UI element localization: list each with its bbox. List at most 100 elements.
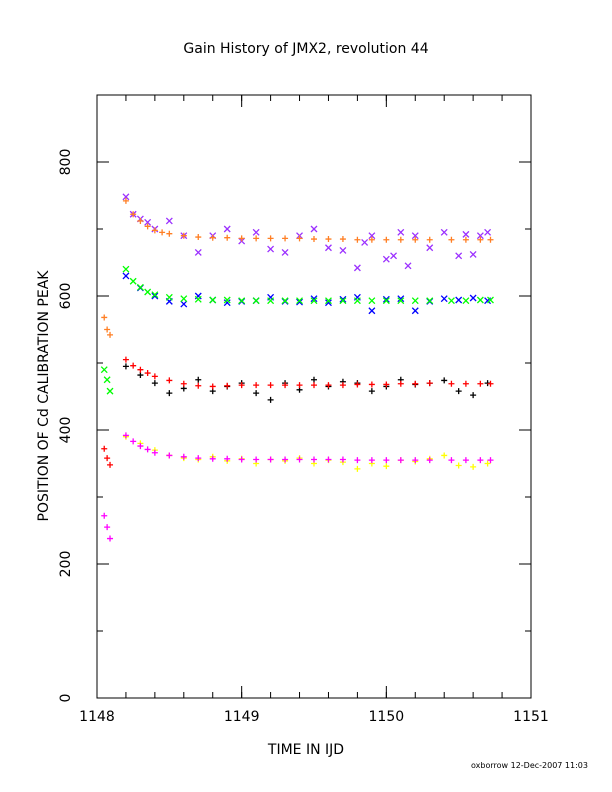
- data-point-purple: [368, 232, 376, 240]
- data-point-blue: [382, 295, 390, 303]
- data-point-blue: [411, 307, 419, 315]
- y-tick-label: 400: [58, 417, 74, 444]
- data-point-orange: [122, 197, 129, 204]
- data-point-red: [107, 461, 114, 468]
- data-point-orange: [282, 235, 289, 242]
- data-point-magenta: [122, 432, 129, 439]
- data-point-green: [296, 297, 303, 305]
- data-point-red: [282, 382, 289, 389]
- data-point-green: [223, 296, 231, 304]
- y-tick-label: 600: [58, 283, 74, 310]
- data-point-purple: [310, 225, 318, 233]
- data-point-magenta: [339, 456, 346, 463]
- data-point-black: [470, 392, 477, 399]
- data-point-magenta: [224, 455, 231, 462]
- data-point-green: [129, 277, 137, 285]
- data-point-red: [122, 356, 129, 363]
- plot-frame: [96, 94, 532, 699]
- data-point-orange: [238, 235, 245, 242]
- data-point-purple: [252, 228, 260, 236]
- data-point-blue: [180, 300, 188, 308]
- data-point-purple: [476, 232, 484, 240]
- data-point-green: [462, 297, 470, 305]
- data-markers: [100, 193, 494, 542]
- data-point-black: [484, 380, 491, 387]
- x-tick-label: 1148: [79, 709, 115, 725]
- data-point-red: [311, 382, 317, 389]
- data-point-orange: [448, 236, 455, 243]
- data-point-orange: [209, 234, 216, 241]
- data-point-magenta: [104, 524, 111, 531]
- x-axis-label: TIME IN IJD: [267, 742, 344, 758]
- data-point-purple: [455, 252, 463, 260]
- data-point-magenta: [107, 535, 114, 542]
- data-point-orange: [144, 223, 151, 230]
- data-point-green: [476, 296, 484, 304]
- data-point-green: [447, 297, 455, 305]
- data-point-orange: [487, 236, 494, 243]
- data-point-orange: [368, 236, 375, 243]
- data-point-red: [462, 380, 469, 387]
- data-point-red: [267, 382, 274, 389]
- data-point-yellow: [484, 460, 491, 467]
- data-point-red: [195, 382, 202, 389]
- data-point-orange: [397, 236, 404, 243]
- data-point-orange: [477, 236, 484, 243]
- data-point-magenta: [477, 457, 484, 464]
- data-point-red: [354, 381, 361, 388]
- data-point-green: [310, 297, 318, 305]
- data-point-blue: [455, 296, 463, 304]
- data-point-red: [137, 366, 144, 373]
- data-point-magenta: [412, 457, 419, 464]
- data-point-orange: [296, 235, 303, 242]
- data-point-purple: [144, 218, 152, 226]
- data-point-magenta: [151, 449, 158, 456]
- data-point-red: [224, 382, 231, 389]
- data-point-purple: [397, 228, 405, 236]
- data-point-magenta: [195, 455, 202, 462]
- data-point-green: [151, 291, 159, 299]
- data-point-red: [397, 380, 404, 387]
- data-point-purple: [325, 244, 332, 252]
- data-point-green: [267, 297, 275, 305]
- data-point-red: [209, 383, 216, 390]
- data-point-black: [122, 363, 129, 370]
- series-red: [101, 356, 494, 468]
- data-point-purple: [361, 238, 369, 246]
- data-point-green: [100, 366, 108, 374]
- data-point-red: [368, 381, 375, 388]
- data-point-magenta: [368, 457, 375, 464]
- data-point-magenta: [253, 456, 260, 463]
- data-point-green: [122, 265, 130, 273]
- data-point-orange: [426, 236, 433, 243]
- data-point-red: [383, 381, 390, 388]
- data-point-orange: [180, 232, 187, 239]
- data-point-purple: [353, 264, 361, 272]
- data-point-magenta: [487, 457, 494, 464]
- series-purple: [122, 193, 492, 272]
- data-point-black: [137, 372, 144, 379]
- data-point-magenta: [166, 452, 173, 459]
- data-point-black: [267, 396, 274, 403]
- data-point-purple: [390, 252, 398, 260]
- data-point-red: [448, 380, 455, 387]
- axis-ticks: [96, 94, 532, 699]
- data-point-orange: [267, 235, 274, 242]
- data-point-green: [368, 297, 376, 305]
- data-point-purple: [462, 230, 470, 238]
- data-point-black: [311, 376, 317, 383]
- data-point-green: [397, 297, 405, 305]
- data-point-black: [151, 380, 158, 387]
- data-point-red: [166, 377, 173, 384]
- data-point-purple: [281, 248, 289, 256]
- data-point-magenta: [238, 456, 245, 463]
- data-point-red: [487, 380, 494, 387]
- data-point-orange: [339, 236, 346, 243]
- data-point-purple: [440, 228, 448, 236]
- data-point-blue: [296, 298, 303, 306]
- data-point-green: [238, 297, 246, 305]
- data-point-blue: [440, 295, 448, 303]
- series-orange: [101, 197, 494, 338]
- data-point-green: [426, 297, 434, 305]
